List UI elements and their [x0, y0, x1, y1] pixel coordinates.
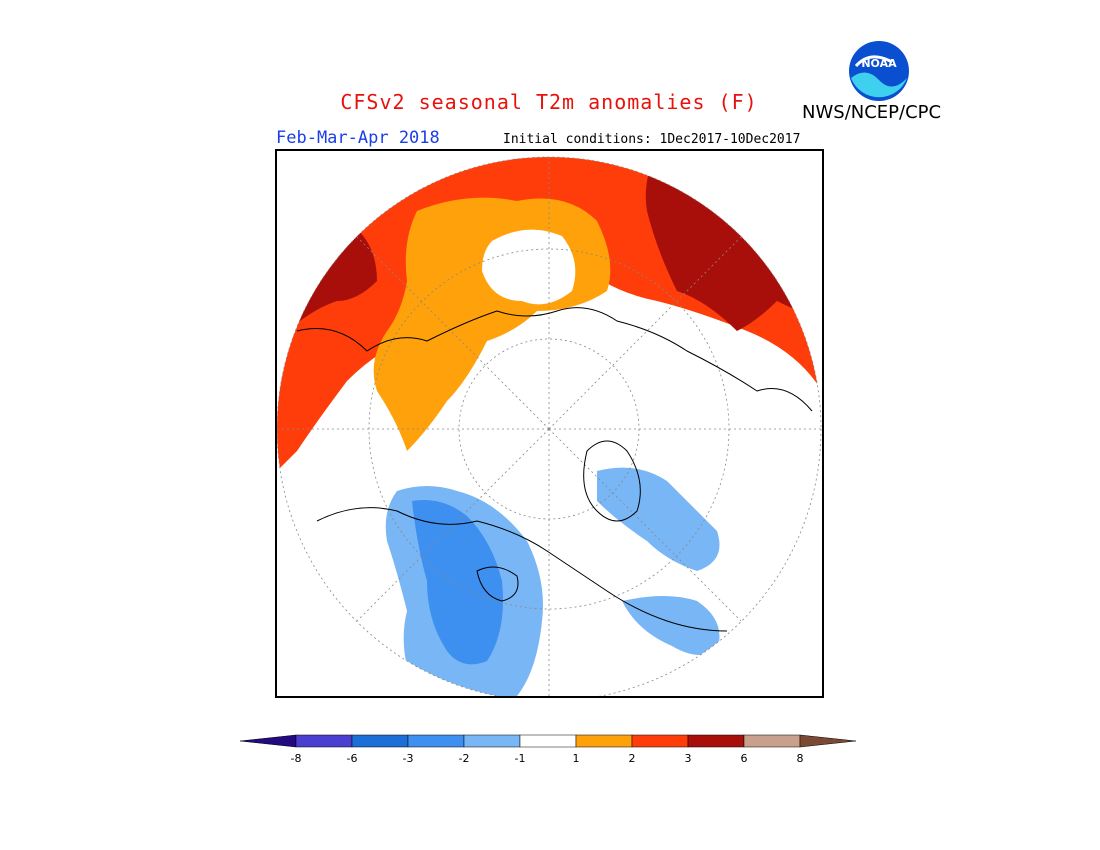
coastline-north-america	[316, 507, 728, 632]
season-label: Feb-Mar-Apr 2018	[276, 128, 440, 148]
legend-tick-label: -3	[402, 752, 414, 765]
legend-swatch	[351, 734, 409, 748]
anomaly-region-neutral-arctic	[482, 229, 576, 305]
logo-text: NOAA	[861, 57, 897, 70]
coastline-hudson-bay	[476, 566, 519, 602]
legend-tick-label: 3	[684, 752, 692, 765]
legend-swatch	[407, 734, 465, 748]
legend-tick-label: -8	[290, 752, 302, 765]
legend-tick-label: -1	[514, 752, 526, 765]
legend-tick-label: 8	[796, 752, 804, 765]
legend-tick-label: -2	[458, 752, 470, 765]
legend-swatch	[575, 734, 633, 748]
legend-arrow-high	[799, 734, 857, 748]
legend-tick-label: 2	[628, 752, 636, 765]
legend-swatch	[519, 734, 577, 748]
noaa-logo: NOAA	[848, 40, 910, 102]
legend-tick-label: -6	[346, 752, 358, 765]
legend-swatch	[295, 734, 353, 748]
coastline-greenland	[583, 440, 641, 522]
legend-swatch	[687, 734, 745, 748]
legend-arrow-low	[239, 734, 297, 748]
polar-map	[275, 149, 824, 698]
anomaly-region-minus3to-2	[412, 500, 503, 665]
legend-swatch	[463, 734, 521, 748]
color-legend	[239, 733, 860, 773]
legend-swatch	[743, 734, 801, 748]
chart-title: CFSv2 seasonal T2m anomalies (F)	[340, 90, 758, 114]
coastline-eurasia	[296, 307, 813, 412]
legend-tick-label: 1	[572, 752, 580, 765]
anomaly-region-minus2to-1-east	[597, 467, 720, 571]
anomaly-region-minus2to-1-ne	[622, 596, 720, 655]
legend-tick-label: 6	[740, 752, 748, 765]
anomaly-region-1to2	[373, 197, 611, 451]
organization-label: NWS/NCEP/CPC	[802, 102, 942, 123]
initial-conditions-label: Initial conditions: 1Dec2017-10Dec2017	[503, 132, 801, 147]
legend-swatch	[631, 734, 689, 748]
